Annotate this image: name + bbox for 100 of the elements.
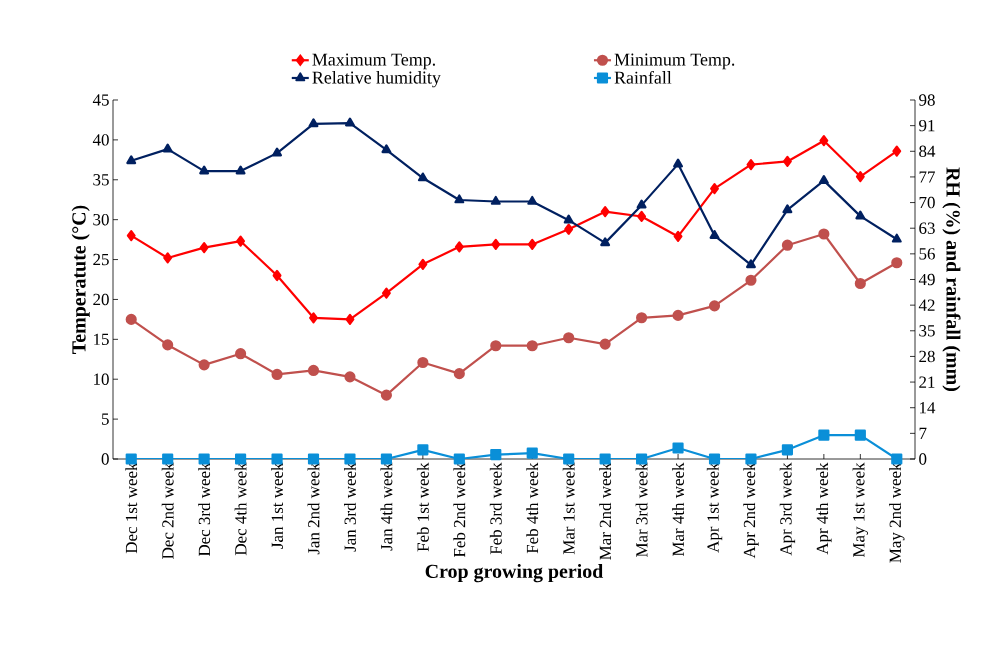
x-tick-label: May 1st week bbox=[852, 462, 869, 558]
point bbox=[236, 235, 246, 247]
y2-tick-label: 49 bbox=[918, 273, 935, 286]
point bbox=[344, 371, 356, 383]
y-tick-label: 35 bbox=[93, 174, 109, 186]
x-tick-label: Feb 1st week bbox=[416, 462, 429, 552]
point bbox=[527, 195, 538, 205]
y-tick-label: 15 bbox=[94, 333, 109, 346]
point bbox=[599, 338, 611, 350]
point bbox=[272, 269, 282, 282]
x-tick-label: Dec 3rd week bbox=[198, 462, 211, 557]
point bbox=[418, 258, 428, 270]
point bbox=[490, 340, 502, 352]
point bbox=[199, 242, 209, 254]
y2-axis-title: RH (%) and rainfall (mm) bbox=[942, 167, 961, 391]
point bbox=[891, 257, 903, 269]
legend-label: Maximum Temp. bbox=[312, 53, 435, 70]
point bbox=[600, 206, 610, 218]
x-tick-label: Apr 1st week bbox=[706, 462, 723, 553]
point bbox=[345, 313, 355, 325]
point bbox=[564, 223, 574, 235]
point bbox=[344, 117, 355, 127]
point bbox=[235, 165, 246, 175]
point bbox=[453, 368, 465, 380]
legend-label: Minimum Temp. bbox=[614, 53, 735, 70]
point bbox=[818, 429, 830, 441]
point bbox=[709, 229, 720, 239]
x-tick-label: Mar 3rd week bbox=[635, 462, 648, 558]
point bbox=[673, 158, 684, 168]
y-axis-title: Temperatute (°C) bbox=[71, 205, 90, 354]
point bbox=[272, 147, 283, 157]
point bbox=[490, 449, 502, 461]
point bbox=[125, 313, 137, 325]
y2-tick-label: 14 bbox=[920, 402, 936, 414]
y2-tick-label: 21 bbox=[919, 376, 935, 388]
point bbox=[855, 171, 865, 183]
x-tick-label: Mar 4th week bbox=[672, 462, 685, 557]
point bbox=[199, 165, 210, 175]
x-axis-title: Crop growing period bbox=[425, 564, 604, 583]
point bbox=[126, 155, 137, 165]
y2-tick-label: 84 bbox=[919, 145, 936, 158]
point bbox=[818, 175, 829, 184]
x-tick-label: Dec 1st week bbox=[125, 462, 138, 554]
x-tick-label: Dec 4th week bbox=[234, 462, 247, 556]
x-tick-label: May 2nd week bbox=[889, 462, 905, 563]
point bbox=[818, 228, 830, 240]
point bbox=[309, 312, 318, 324]
point bbox=[708, 300, 721, 312]
y-tick-label: 30 bbox=[93, 213, 109, 226]
y2-tick-label: 56 bbox=[919, 248, 935, 260]
y2-tick-label: 28 bbox=[919, 350, 935, 363]
y2-tick-label: 7 bbox=[919, 427, 927, 439]
x-tick-label: Mar 1st week bbox=[562, 462, 575, 555]
point bbox=[746, 159, 756, 171]
point bbox=[454, 241, 464, 253]
point bbox=[854, 429, 866, 441]
point bbox=[782, 204, 793, 214]
point bbox=[891, 233, 902, 243]
y2-tick-label: 91 bbox=[919, 119, 935, 132]
point bbox=[672, 442, 684, 454]
point bbox=[745, 453, 757, 465]
point bbox=[235, 348, 247, 360]
x-tick-label: Apr 2nd week bbox=[743, 462, 759, 559]
point bbox=[781, 444, 793, 456]
point bbox=[854, 277, 866, 290]
point bbox=[563, 214, 574, 224]
point bbox=[491, 238, 501, 250]
point bbox=[673, 230, 683, 242]
y-tick-label: 20 bbox=[93, 293, 109, 306]
y-tick-label: 25 bbox=[93, 253, 109, 266]
point bbox=[745, 259, 756, 269]
point bbox=[527, 238, 537, 250]
point bbox=[490, 195, 501, 205]
point bbox=[708, 453, 721, 465]
y-tick-label: 10 bbox=[94, 373, 109, 385]
point bbox=[198, 359, 210, 371]
x-tick-label: Feb 3rd week bbox=[489, 462, 502, 555]
point bbox=[307, 364, 320, 377]
point bbox=[162, 339, 174, 351]
y-tick-label: 40 bbox=[92, 134, 109, 146]
x-tick-label: Apr 3rd week bbox=[779, 462, 796, 556]
x-tick-label: Dec 2nd week bbox=[161, 462, 174, 559]
point bbox=[636, 199, 647, 209]
x-tick-label: Jan 2nd week bbox=[307, 462, 320, 555]
point bbox=[417, 356, 429, 369]
point bbox=[745, 274, 757, 286]
point bbox=[819, 135, 829, 147]
point bbox=[563, 332, 575, 344]
point bbox=[417, 172, 428, 182]
point bbox=[381, 287, 391, 299]
x-tick-label: Feb 4th week bbox=[526, 462, 539, 554]
point bbox=[600, 237, 611, 247]
x-tick-label: Jan 3rd week bbox=[344, 462, 356, 552]
point bbox=[526, 340, 538, 352]
point bbox=[672, 309, 684, 321]
y2-tick-label: 70 bbox=[919, 196, 935, 209]
x-tick-label: Jan 1st week bbox=[271, 462, 284, 549]
y2-tick-label: 0 bbox=[919, 453, 927, 465]
point bbox=[163, 252, 173, 264]
point bbox=[636, 312, 648, 324]
